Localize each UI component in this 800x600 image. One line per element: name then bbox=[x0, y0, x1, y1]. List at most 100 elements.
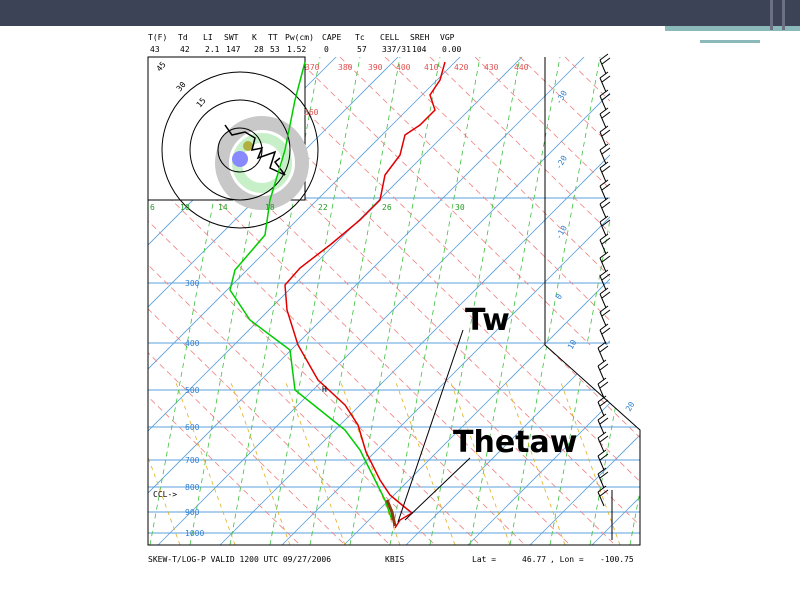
isotherm bbox=[148, 57, 401, 545]
header-value: 0 bbox=[324, 45, 329, 54]
header-value: 1.52 bbox=[287, 45, 306, 54]
isotherm bbox=[467, 57, 640, 545]
barb-flag bbox=[599, 143, 609, 151]
barb-flag bbox=[601, 111, 611, 119]
barb-staff bbox=[599, 185, 607, 201]
mixing-label: 6 bbox=[150, 203, 155, 212]
dry-adiabat bbox=[148, 57, 436, 545]
barb-flag bbox=[599, 161, 609, 169]
barb-flag bbox=[597, 413, 607, 421]
barb-flag bbox=[599, 251, 609, 259]
moist-adiabat bbox=[284, 379, 346, 545]
header-label: VGP bbox=[440, 33, 455, 42]
dry-adiabat bbox=[159, 57, 640, 545]
header-label: TT bbox=[268, 33, 278, 42]
temperature-trace bbox=[284, 61, 446, 529]
barb-flag bbox=[601, 291, 611, 299]
isotherm bbox=[0, 55, 90, 545]
barb-flag bbox=[599, 471, 609, 479]
header-label: Tc bbox=[355, 33, 365, 42]
mixing-ratio bbox=[189, 57, 281, 545]
header-value: 2.1 bbox=[205, 45, 220, 54]
barb-staff bbox=[599, 203, 607, 219]
header-label: Pw(cm) bbox=[285, 33, 314, 42]
barb-staff bbox=[599, 221, 607, 237]
isotherm bbox=[148, 57, 463, 545]
barb-flag bbox=[601, 147, 611, 155]
isotherm bbox=[148, 57, 153, 545]
barb-flag bbox=[597, 431, 607, 439]
barb-staff bbox=[597, 473, 605, 489]
header-label: SREH bbox=[410, 33, 429, 42]
annotation: Thetaw bbox=[453, 425, 577, 460]
wind-barbs bbox=[597, 53, 613, 540]
mixing-ratio bbox=[549, 57, 640, 545]
header-label: K bbox=[252, 33, 257, 42]
barb-flag bbox=[599, 435, 609, 443]
moist-adiabat bbox=[559, 379, 621, 545]
mixing-label: 26 bbox=[382, 203, 392, 212]
barb-flag bbox=[599, 71, 609, 79]
header-label: T(F) bbox=[148, 33, 167, 42]
moist-adiabat bbox=[504, 379, 566, 545]
theta-label: 400 bbox=[396, 63, 411, 72]
mixing-ratio bbox=[229, 57, 321, 545]
pointer bbox=[397, 329, 464, 523]
barb-flag bbox=[599, 399, 609, 407]
barb-flag bbox=[599, 363, 609, 371]
header-value: 147 bbox=[226, 45, 241, 54]
barb-flag bbox=[599, 305, 609, 313]
barb-staff bbox=[599, 95, 607, 111]
barb-staff bbox=[599, 311, 607, 327]
barb-staff bbox=[599, 167, 607, 183]
temp-label: 10 bbox=[566, 338, 579, 351]
barb-staff bbox=[599, 275, 607, 291]
isotherm bbox=[343, 57, 640, 545]
barb-staff bbox=[597, 365, 605, 381]
isotherm bbox=[148, 57, 587, 545]
barb-flag bbox=[599, 125, 609, 133]
mixing-ratio bbox=[309, 57, 401, 545]
footer-label: Lat = bbox=[472, 555, 496, 564]
theta-label: 390 bbox=[368, 63, 383, 72]
moist-adiabat bbox=[449, 379, 511, 545]
mixing-label: 30 bbox=[455, 203, 465, 212]
dry-adiabat bbox=[148, 57, 391, 545]
theta-label: 360 bbox=[304, 108, 319, 117]
moist-adiabat bbox=[229, 379, 291, 545]
isotherm bbox=[281, 57, 640, 545]
barb-flag bbox=[599, 417, 609, 425]
mixing-ratio bbox=[429, 57, 521, 545]
barb-flag bbox=[599, 269, 609, 277]
header-value: 337/31 bbox=[382, 45, 411, 54]
moist-adiabat bbox=[339, 379, 401, 545]
barb-flag bbox=[601, 183, 611, 191]
barb-staff bbox=[599, 149, 607, 165]
header-value: 42 bbox=[180, 45, 190, 54]
theta-label: 420 bbox=[454, 63, 469, 72]
mixing-label: 14 bbox=[218, 203, 228, 212]
mixing-label: 18 bbox=[265, 203, 275, 212]
barb-staff bbox=[599, 113, 607, 129]
barb-staff bbox=[599, 131, 607, 147]
header-value: 57 bbox=[357, 45, 367, 54]
barb-flag bbox=[599, 489, 609, 497]
footer-station: KBIS bbox=[385, 555, 404, 564]
dry-adiabat bbox=[148, 57, 571, 545]
pointer bbox=[404, 457, 471, 521]
moist-adiabat bbox=[174, 379, 236, 545]
barb-flag bbox=[597, 449, 607, 457]
barb-staff bbox=[599, 257, 607, 273]
barb-flag bbox=[597, 395, 607, 403]
barb-staff bbox=[599, 59, 607, 75]
pressure-label: 900 bbox=[185, 508, 200, 517]
header-label: LI bbox=[203, 33, 213, 42]
barb-flag bbox=[601, 75, 611, 83]
mixing-ratio bbox=[509, 57, 601, 545]
barb-flag bbox=[601, 57, 611, 65]
labels: T(F) 43 Td 42 LI 2.1 SWT 147 K 28 TT 53 Pw(cm) 1.52 CA… bbox=[148, 33, 637, 564]
top-bar bbox=[0, 0, 800, 26]
dry-adiabat bbox=[655, 57, 800, 545]
barb-flag bbox=[597, 377, 607, 385]
